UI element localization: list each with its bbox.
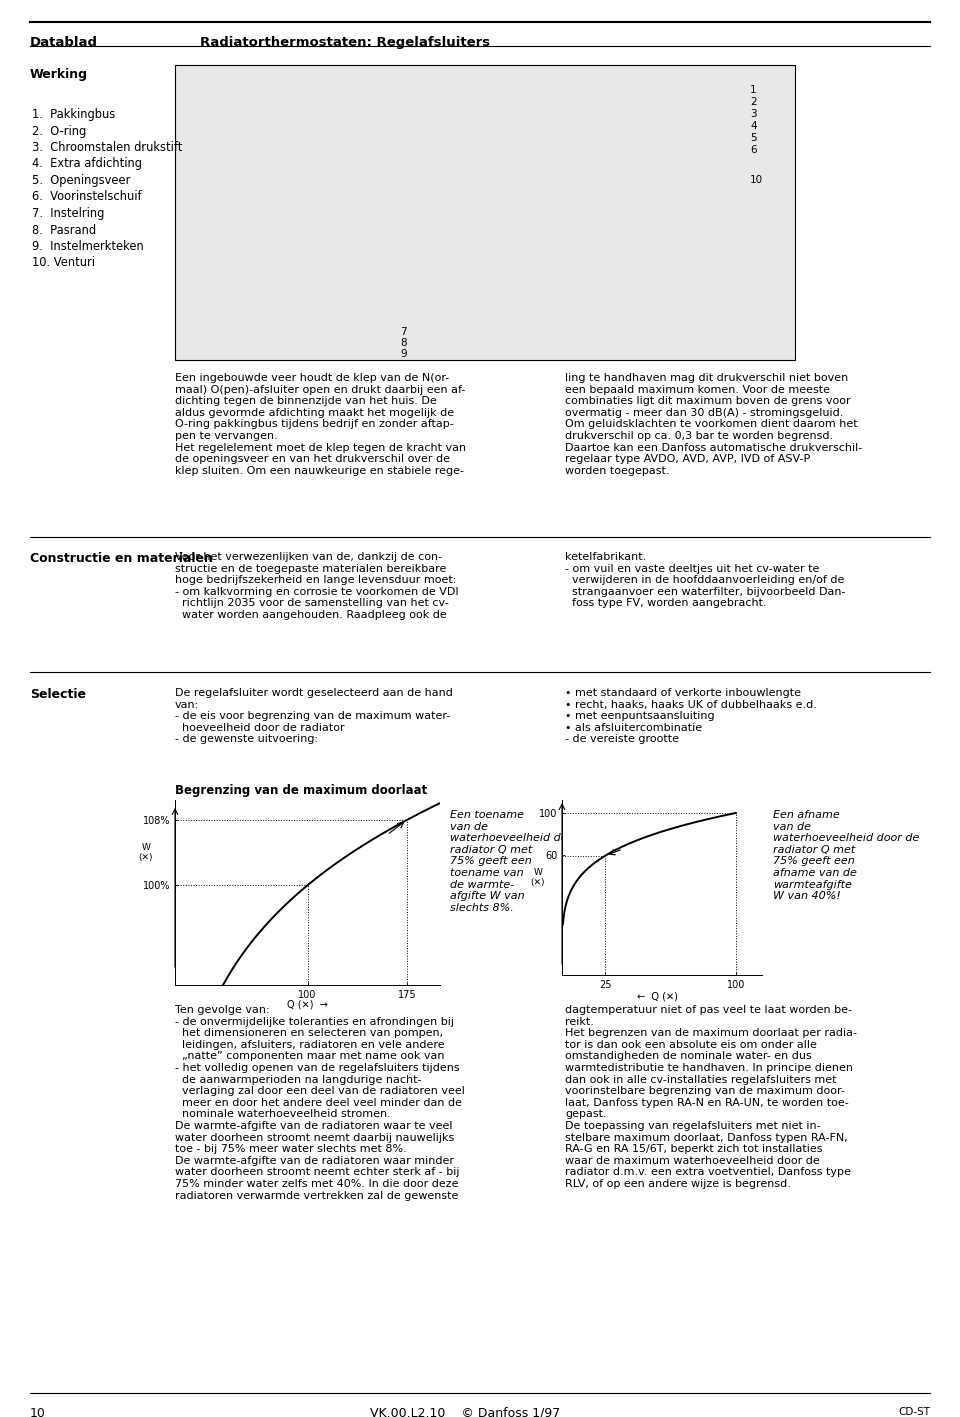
Text: dagtemperatuur niet of pas veel te laat worden be-
reikt.
Het begrenzen van de m: dagtemperatuur niet of pas veel te laat … <box>565 1005 857 1189</box>
Text: 2: 2 <box>750 96 756 108</box>
Text: De regelafsluiter wordt geselecteerd aan de hand
van:
- de eis voor begrenzing v: De regelafsluiter wordt geselecteerd aan… <box>175 689 453 744</box>
Text: Voor het verwezenlijken van de, dankzij de con-
structie en de toegepaste materi: Voor het verwezenlijken van de, dankzij … <box>175 553 459 621</box>
Text: 10: 10 <box>750 176 763 186</box>
Text: Ten gevolge van:
- de onvermijdelijke toleranties en afrondingen bij
  het dimen: Ten gevolge van: - de onvermijdelijke to… <box>175 1005 465 1200</box>
Text: 3.  Chroomstalen drukstift: 3. Chroomstalen drukstift <box>32 142 182 154</box>
Text: • met standaard of verkorte inbouwlengte
• recht, haaks, haaks UK of dubbelhaaks: • met standaard of verkorte inbouwlengte… <box>565 689 817 744</box>
Text: ←  Q (✕): ← Q (✕) <box>637 992 678 1002</box>
Text: Begrenzing van de maximum doorlaat: Begrenzing van de maximum doorlaat <box>175 784 427 796</box>
Text: 9.  Instelmerkteken: 9. Instelmerkteken <box>32 239 144 254</box>
Text: 1: 1 <box>750 85 756 95</box>
Text: 5.  Openingsveer: 5. Openingsveer <box>32 174 131 187</box>
Text: W
(✕): W (✕) <box>531 869 545 887</box>
Text: 5: 5 <box>750 133 756 143</box>
Text: 9: 9 <box>400 349 407 359</box>
Text: ling te handhaven mag dit drukverschil niet boven
een bepaald maximum komen. Voo: ling te handhaven mag dit drukverschil n… <box>565 373 862 476</box>
Text: Een ingebouwde veer houdt de klep van de N(or-
maal) O(pen)-afsluiter open en dr: Een ingebouwde veer houdt de klep van de… <box>175 373 467 476</box>
Text: ketelfabrikant.
- om vuil en vaste deeltjes uit het cv-water te
  verwijderen in: ketelfabrikant. - om vuil en vaste deelt… <box>565 553 846 608</box>
Text: Radiatorthermostaten: Regelafsluiters: Radiatorthermostaten: Regelafsluiters <box>200 35 491 50</box>
Text: VK.00.L2.10    © Danfoss 1/97: VK.00.L2.10 © Danfoss 1/97 <box>370 1407 561 1417</box>
Text: Een afname
van de
waterhoeveelheid door de
radiator Q met
75% geeft een
afname v: Een afname van de waterhoeveelheid door … <box>773 811 920 901</box>
Text: 3: 3 <box>750 109 756 119</box>
Text: 1.  Pakkingbus: 1. Pakkingbus <box>32 108 115 120</box>
Text: 10: 10 <box>30 1407 46 1417</box>
Text: 10. Venturi: 10. Venturi <box>32 256 95 269</box>
Text: CD-ST: CD-ST <box>898 1407 930 1417</box>
Text: 8.  Pasrand: 8. Pasrand <box>32 224 96 237</box>
Text: Een toename
van de
waterhoeveelheid door de
radiator Q met
75% geeft een
toename: Een toename van de waterhoeveelheid door… <box>450 811 596 913</box>
Text: 7: 7 <box>400 327 407 337</box>
Text: 4: 4 <box>750 120 756 130</box>
Text: W
(✕): W (✕) <box>138 843 153 863</box>
Text: Constructie en materialen: Constructie en materialen <box>30 553 213 565</box>
Text: 7.  Instelring: 7. Instelring <box>32 207 105 220</box>
Text: 8: 8 <box>400 339 407 349</box>
Text: Datablad: Datablad <box>30 35 98 50</box>
Text: 4.  Extra afdichting: 4. Extra afdichting <box>32 157 142 170</box>
Bar <box>175 65 795 360</box>
Text: 6.  Voorinstelschuif: 6. Voorinstelschuif <box>32 190 142 204</box>
Text: Q (✕)  →: Q (✕) → <box>287 1000 328 1010</box>
Text: 6: 6 <box>750 145 756 154</box>
Text: 2.  O-ring: 2. O-ring <box>32 125 86 137</box>
Text: Werking: Werking <box>30 68 88 81</box>
Text: Selectie: Selectie <box>30 689 86 701</box>
